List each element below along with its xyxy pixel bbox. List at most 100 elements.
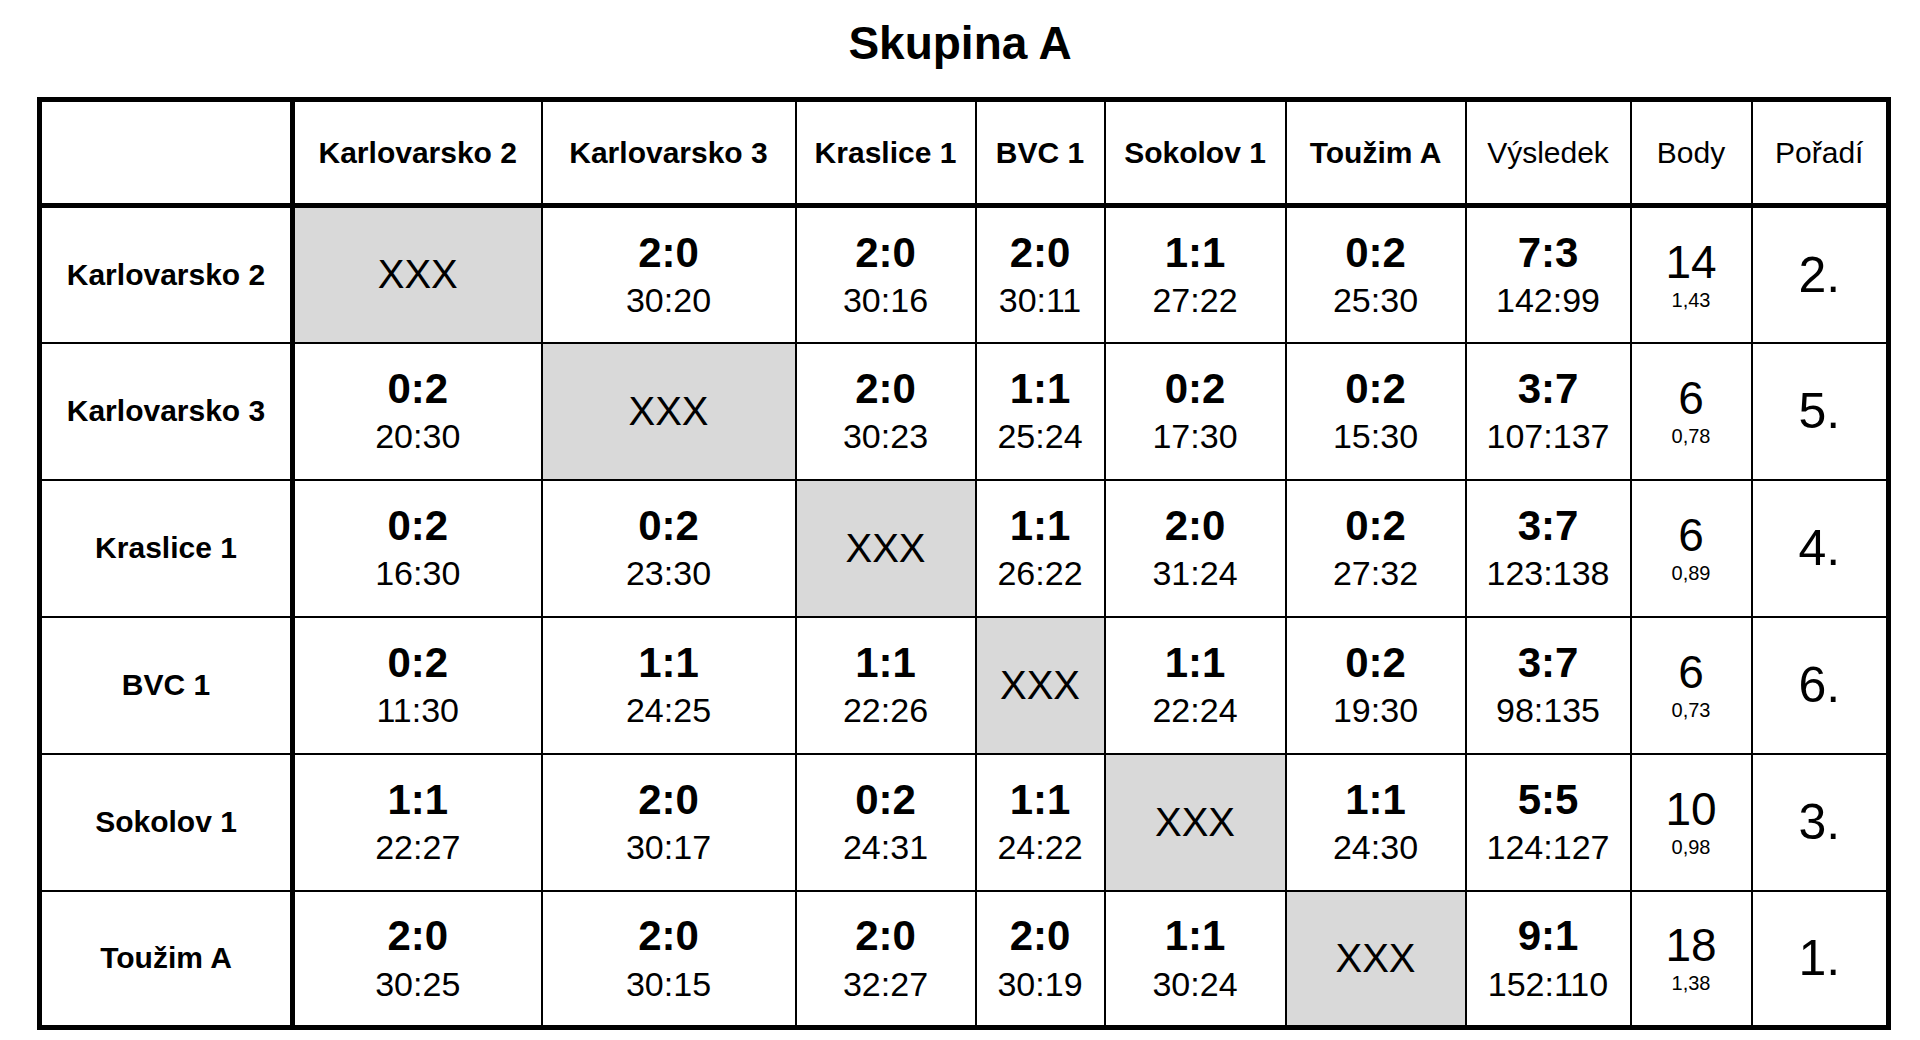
match-score: 1:1 [977, 365, 1104, 413]
rank-cell: 2. [1752, 206, 1889, 343]
points-value: 10 [1632, 785, 1751, 833]
result-sets: 142:99 [1467, 280, 1630, 321]
match-sets: 22:24 [1106, 690, 1285, 731]
match-sets: 20:30 [295, 416, 541, 457]
table-row-sokolov-1: Sokolov 11:122:272:030:170:224:311:124:2… [40, 754, 1889, 891]
points-ratio: 1,38 [1632, 972, 1751, 995]
match-cell: 2:030:17 [542, 754, 796, 891]
team-row-header: Sokolov 1 [40, 754, 293, 891]
column-header-v-sledek: Výsledek [1466, 100, 1631, 206]
match-cell: 1:122:27 [293, 754, 542, 891]
match-sets: 19:30 [1287, 690, 1465, 731]
match-score: 2:0 [797, 365, 975, 413]
match-cell: 0:216:30 [293, 480, 542, 617]
column-header-kraslice-1: Kraslice 1 [796, 100, 976, 206]
match-sets: 30:16 [797, 280, 975, 321]
column-header-karlovarsko-3: Karlovarsko 3 [542, 100, 796, 206]
points-cell: 60,78 [1631, 343, 1752, 480]
corner-cell [40, 100, 293, 206]
match-sets: 30:19 [977, 964, 1104, 1005]
match-score: 0:2 [1287, 502, 1465, 550]
points-cell: 100,98 [1631, 754, 1752, 891]
match-score: 0:2 [1287, 229, 1465, 277]
match-cell: 2:030:19 [976, 891, 1105, 1028]
match-sets: 32:27 [797, 964, 975, 1005]
match-cell: 0:224:31 [796, 754, 976, 891]
match-cell: 0:219:30 [1286, 617, 1466, 754]
match-sets: 11:30 [295, 690, 541, 731]
team-row-header: Toužim A [40, 891, 293, 1028]
result-cell: 9:1152:110 [1466, 891, 1631, 1028]
points-value: 6 [1632, 511, 1751, 559]
match-sets: 25:24 [977, 416, 1104, 457]
header-row: Karlovarsko 2Karlovarsko 3Kraslice 1BVC … [40, 100, 1889, 206]
points-cell: 60,73 [1631, 617, 1752, 754]
team-row-header: Karlovarsko 3 [40, 343, 293, 480]
result-score: 3:7 [1467, 639, 1630, 687]
match-cell: 1:125:24 [976, 343, 1105, 480]
points-value: 6 [1632, 648, 1751, 696]
diagonal-cell: XXX [542, 343, 796, 480]
rank-cell: 5. [1752, 343, 1889, 480]
match-cell: 2:030:11 [976, 206, 1105, 343]
result-sets: 152:110 [1467, 964, 1630, 1005]
match-cell: 2:030:20 [542, 206, 796, 343]
match-score: 2:0 [543, 912, 795, 960]
result-score: 7:3 [1467, 229, 1630, 277]
match-score: 0:2 [1287, 639, 1465, 687]
match-sets: 27:22 [1106, 280, 1285, 321]
table-row-karlovarsko-2: Karlovarsko 2XXX2:030:202:030:162:030:11… [40, 206, 1889, 343]
match-cell: 1:122:26 [796, 617, 976, 754]
match-sets: 23:30 [543, 553, 795, 594]
points-ratio: 1,43 [1632, 289, 1751, 312]
result-score: 9:1 [1467, 912, 1630, 960]
points-value: 18 [1632, 921, 1751, 969]
points-ratio: 0,98 [1632, 836, 1751, 859]
match-score: 0:2 [1106, 365, 1285, 413]
table-header: Karlovarsko 2Karlovarsko 3Kraslice 1BVC … [40, 100, 1889, 206]
diagonal-cell: XXX [1105, 754, 1286, 891]
team-row-header: BVC 1 [40, 617, 293, 754]
match-score: 2:0 [295, 912, 541, 960]
table-row-karlovarsko-3: Karlovarsko 3 0:2 20:30XXX2:030:231:125:24… [40, 343, 1889, 480]
column-header-bvc-1: BVC 1 [976, 100, 1105, 206]
match-sets: 27:32 [1287, 553, 1465, 594]
result-cell: 7:3142:99 [1466, 206, 1631, 343]
match-score: 1:1 [1106, 639, 1285, 687]
points-value: 14 [1632, 238, 1751, 286]
result-sets: 123:138 [1467, 553, 1630, 594]
diagonal-cell: XXX [293, 206, 542, 343]
column-header-sokolov-1: Sokolov 1 [1105, 100, 1286, 206]
match-cell: 1:124:22 [976, 754, 1105, 891]
match-cell: 1:122:24 [1105, 617, 1286, 754]
match-cell: 0:223:30 [542, 480, 796, 617]
match-sets: 30:15 [543, 964, 795, 1005]
match-score: 1:1 [295, 776, 541, 824]
diagonal-cell: XXX [976, 617, 1105, 754]
match-score: 1:1 [1106, 912, 1285, 960]
points-cell: 141,43 [1631, 206, 1752, 343]
match-sets: 30:20 [543, 280, 795, 321]
match-sets: 30:17 [543, 827, 795, 868]
match-score: 0:2 [295, 502, 541, 550]
match-score: 1:1 [1106, 229, 1285, 277]
rank-cell: 1. [1752, 891, 1889, 1028]
match-cell: 2:030:25 [293, 891, 542, 1028]
column-header-karlovarsko-2: Karlovarsko 2 [293, 100, 542, 206]
page-title: Skupina A [0, 16, 1920, 70]
match-score: 0:2 [797, 776, 975, 824]
match-score: 1:1 [1287, 776, 1465, 824]
match-sets: 22:27 [295, 827, 541, 868]
match-sets: 30:23 [797, 416, 975, 457]
result-cell: 3:798:135 [1466, 617, 1631, 754]
match-cell: 2:030:15 [542, 891, 796, 1028]
diagonal-cell: XXX [1286, 891, 1466, 1028]
result-cell: 5:5124:127 [1466, 754, 1631, 891]
match-score: 1:1 [543, 639, 795, 687]
match-sets: 30:24 [1106, 964, 1285, 1005]
match-score: 2:0 [797, 912, 975, 960]
match-score: 2:0 [543, 776, 795, 824]
points-cell: 181,38 [1631, 891, 1752, 1028]
table-row-bvc-1: BVC 10:211:301:124:251:122:26XXX1:122:24… [40, 617, 1889, 754]
match-cell: 1:130:24 [1105, 891, 1286, 1028]
